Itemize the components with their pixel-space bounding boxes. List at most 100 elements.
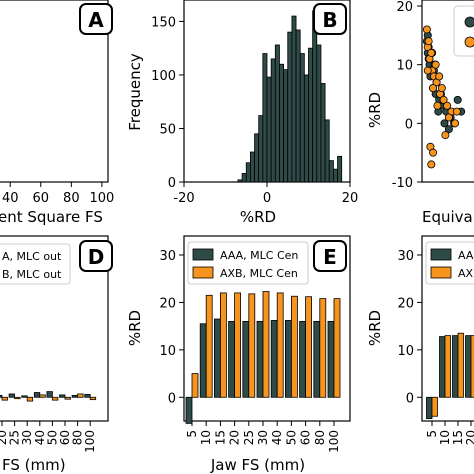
panel-c-point-axb <box>452 107 461 116</box>
panel-f-bar-axb <box>457 332 464 398</box>
panel-c-ticks: -10 0 10 20 <box>392 0 422 191</box>
panel-d-bar-aaa <box>71 394 78 398</box>
panel-c-legend <box>453 5 474 57</box>
panel-d-bar-axb <box>1 396 8 401</box>
panel-b-bars <box>237 10 343 183</box>
panel-b-y-tick-label: 150 <box>151 15 176 30</box>
panel-b-histogram-bar <box>295 29 301 183</box>
panel-e-bar-aaa <box>185 396 193 424</box>
panel-e-bar-axb <box>205 294 213 398</box>
panel-c-y-tick-label: 20 <box>396 0 413 15</box>
panel-b-histogram-bar <box>262 53 268 183</box>
panel-d-badge: D <box>79 240 113 272</box>
panel-b-histogram-bar <box>308 47 314 183</box>
panel-e-bar-aaa <box>242 320 250 398</box>
panel-d-x-tick-label: 80 <box>71 430 85 445</box>
panel-f: 510152025300102030 AA AX %RD <box>366 235 474 445</box>
panel-f-legend-axb-swatch <box>430 266 452 279</box>
panel-d-bar-axb <box>26 396 34 402</box>
panel-d-bar-axb <box>52 396 59 401</box>
panel-e-x-tick-label: 5 <box>185 430 199 438</box>
panel-f-legend-aaa-swatch <box>430 248 452 261</box>
panel-c-y-tick-label: 0 <box>405 117 413 132</box>
panel-e-y-tick-label: 30 <box>159 249 176 264</box>
panel-c-point-axb <box>423 66 432 75</box>
panel-d-bar-aaa <box>59 394 66 398</box>
panel-b-x-tick-label: 20 <box>342 191 359 206</box>
panel-a-x-label: ent Square FS <box>0 208 103 226</box>
panel-e-x-tick-label: 25 <box>242 430 256 445</box>
panel-a-frame <box>0 0 109 183</box>
panel-c-point-axb <box>422 25 431 34</box>
panel-b-histogram-bar <box>324 119 330 183</box>
panel-f-bar-aaa <box>452 335 459 398</box>
panel-e-bar-aaa <box>284 320 292 398</box>
panel-e-x-label: Jaw FS (mm) <box>210 456 305 474</box>
panel-e-y-label: %RD <box>126 310 144 346</box>
svg-text:D: D <box>88 245 105 269</box>
panel-e-y-tick-label: 20 <box>159 296 176 311</box>
panel-e-bar-aaa <box>327 320 335 398</box>
panel-c-point-axb <box>429 148 438 157</box>
panel-e-bar-axb <box>262 291 270 398</box>
panel-e-bar-axb <box>305 296 313 398</box>
panel-c-point-aaa <box>453 95 462 104</box>
panel-c-point-axb <box>439 95 448 104</box>
panel-e-bar-aaa <box>299 320 307 398</box>
panel-d-bar-axb <box>77 393 84 398</box>
panel-d-bar-aaa <box>0 394 3 398</box>
panel-f-y-tick-label: 30 <box>397 249 414 264</box>
panel-b-histogram-bar <box>287 31 293 183</box>
panel-c-point-axb <box>427 160 436 169</box>
panel-f-legend-axb: AX <box>458 267 474 280</box>
panel-d-bar-aaa <box>33 392 41 398</box>
panel-e-legend-axb: AXB, MLC Cen <box>220 267 298 280</box>
panel-d-legend-aaa: A, MLC out <box>2 250 62 263</box>
panel-b-histogram-bar <box>303 74 309 183</box>
panel-a-badge: A <box>79 3 113 35</box>
panel-c-point-axb <box>444 113 453 122</box>
panel-e-x-tick-label: 60 <box>299 430 313 445</box>
panel-c-y-label: %RD <box>366 92 384 128</box>
panel-c-point-aaa <box>444 125 453 134</box>
panel-f-bar-axb <box>431 396 438 417</box>
panel-d-bar-aaa <box>8 393 16 398</box>
panel-e-x-tick-label: 80 <box>313 430 327 445</box>
panel-c-point-axb <box>429 84 438 93</box>
panel-a-x-tick-label: 40 <box>2 191 19 206</box>
panel-f-bar-aaa <box>426 396 433 420</box>
panel-c-frame <box>421 0 474 183</box>
panel-b-histogram-bar <box>283 69 289 183</box>
panel-f-y-tick-label: 0 <box>406 391 414 406</box>
panel-e-y-tick-label: 10 <box>159 344 176 359</box>
panel-c-point-axb <box>437 84 446 93</box>
panel-b-histogram-bar <box>332 168 338 183</box>
panel-b-histogram-bar <box>270 58 276 183</box>
panel-c-point-aaa <box>440 119 449 128</box>
panel-f-ticks: 510152025300102030 <box>397 249 474 445</box>
svg-text:B: B <box>322 8 337 32</box>
panel-d-x-tick-label: 100 <box>83 430 97 453</box>
panel-c: -10 0 10 20 %RD Equivale <box>366 0 474 226</box>
panel-e-x-tick-label: 30 <box>256 430 270 445</box>
panel-e-x-tick-label: 10 <box>199 430 213 445</box>
panel-d-bar-axb <box>89 396 97 401</box>
panel-b-badge: B <box>313 3 347 35</box>
panel-d-x-tick-label: 40 <box>33 430 47 445</box>
panel-e-bar-aaa <box>256 320 264 398</box>
panel-e-bar-axb <box>191 373 199 398</box>
panel-b-histogram-bar <box>237 179 243 183</box>
panel-c-point-axb <box>424 37 433 46</box>
panel-c-point-axb <box>435 72 444 81</box>
panel-b-histogram-bar <box>258 115 264 183</box>
panel-f-y-tick-label: 20 <box>397 296 414 311</box>
panel-b-histogram-bar <box>279 63 285 183</box>
panel-b-histogram-bar <box>328 160 334 183</box>
panel-a-x-tick-label: 100 <box>89 191 114 206</box>
panel-e-frame <box>183 235 351 422</box>
panel-c-legend-aaa-marker <box>464 16 474 28</box>
